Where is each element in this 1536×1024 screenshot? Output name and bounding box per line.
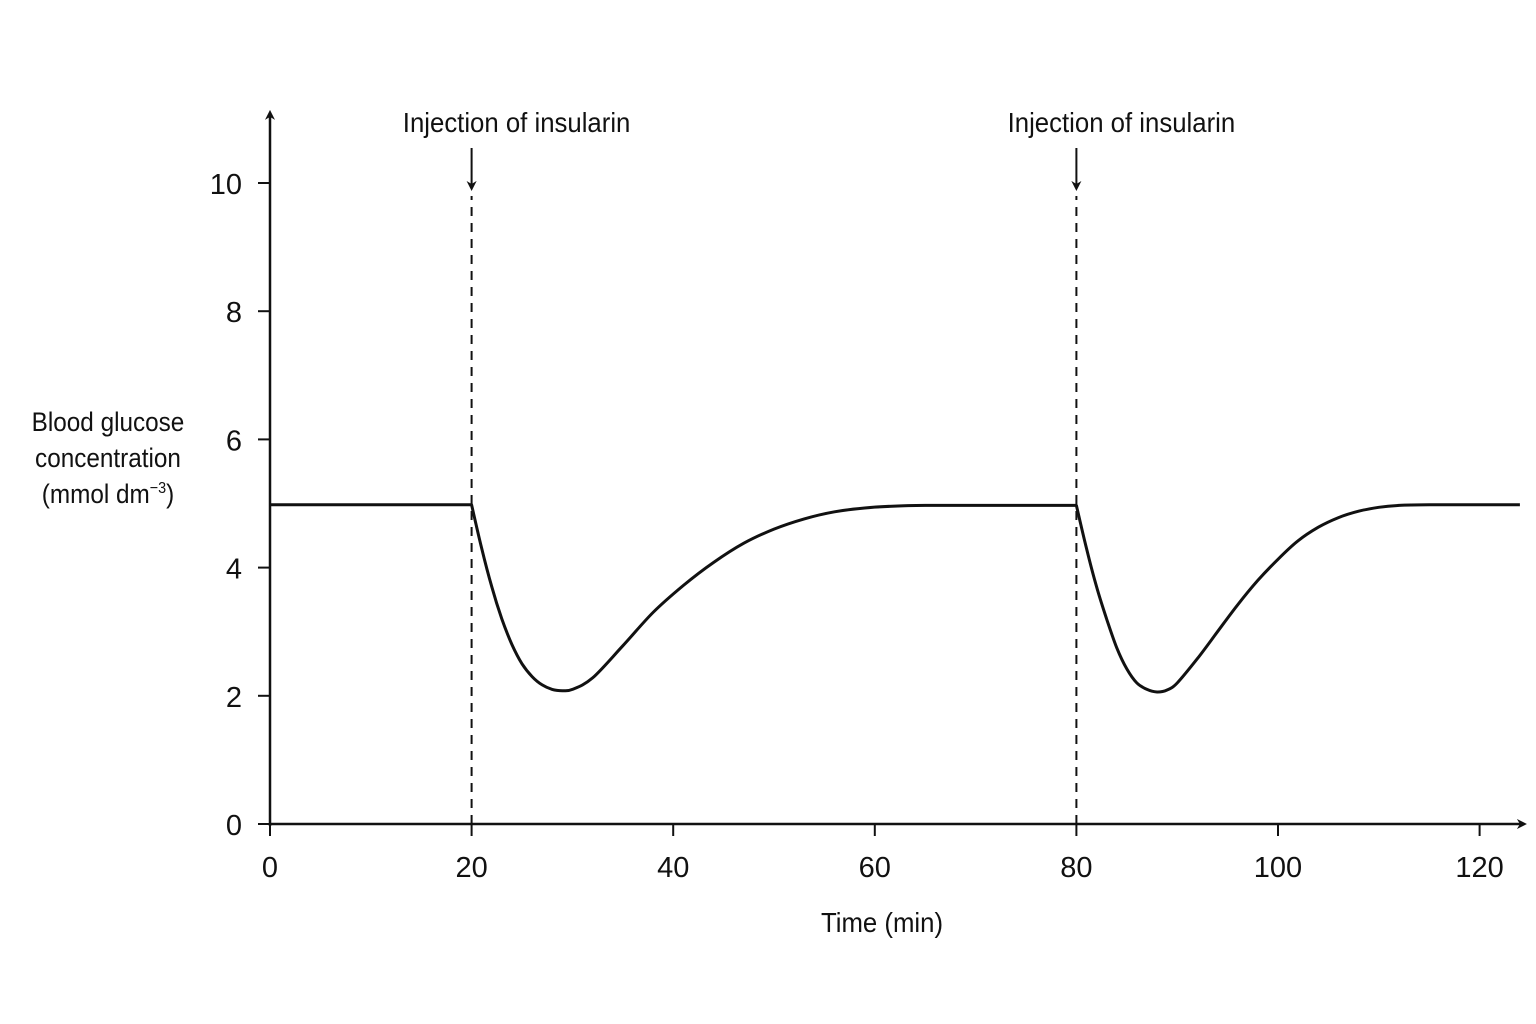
y-axis-label: Blood glucose concentration (mmol dm−3) [18, 404, 198, 512]
x-tick-label-40: 40 [657, 852, 689, 884]
x-axis-label: Time (min) [821, 907, 943, 938]
glucose-series-line-1 [269, 503, 1520, 694]
axes [265, 109, 1527, 829]
y-tick-label-0: 0 [226, 810, 242, 842]
y-axis-label-line-1: Blood glucose [31, 407, 185, 437]
y-tick-label-10: 10 [210, 169, 242, 201]
y-tick-label-4: 4 [226, 554, 242, 586]
y-axis-label-line-3: (mmol dm−3) [18, 476, 198, 512]
injection-label-2: Injection of insularin [1008, 107, 1236, 138]
x-tick-label-120: 120 [1455, 852, 1503, 884]
ticks: 0 20 40 60 80 100 120 0 2 4 6 8 10 [210, 169, 1504, 884]
y-axis-unit-exponent: −3 [149, 480, 167, 497]
x-tick-label-80: 80 [1060, 852, 1092, 884]
y-tick-label-2: 2 [226, 682, 242, 714]
injection-annotations: Injection of insularin Injection of insul… [403, 107, 1235, 824]
y-tick-label-6: 6 [226, 425, 242, 457]
y-axis-unit-suffix: ) [166, 479, 175, 509]
y-axis-label-line-2: concentration [35, 443, 181, 473]
x-tick-label-60: 60 [859, 852, 891, 884]
x-tick-label-0: 0 [262, 852, 278, 884]
injection-label-1: Injection of insularin [403, 107, 631, 138]
series-layer [269, 503, 1520, 694]
y-axis-unit-prefix: (mmol dm [41, 479, 150, 509]
x-tick-label-100: 100 [1254, 852, 1302, 884]
y-tick-label-8: 8 [226, 297, 242, 329]
x-tick-label-20: 20 [455, 852, 487, 884]
